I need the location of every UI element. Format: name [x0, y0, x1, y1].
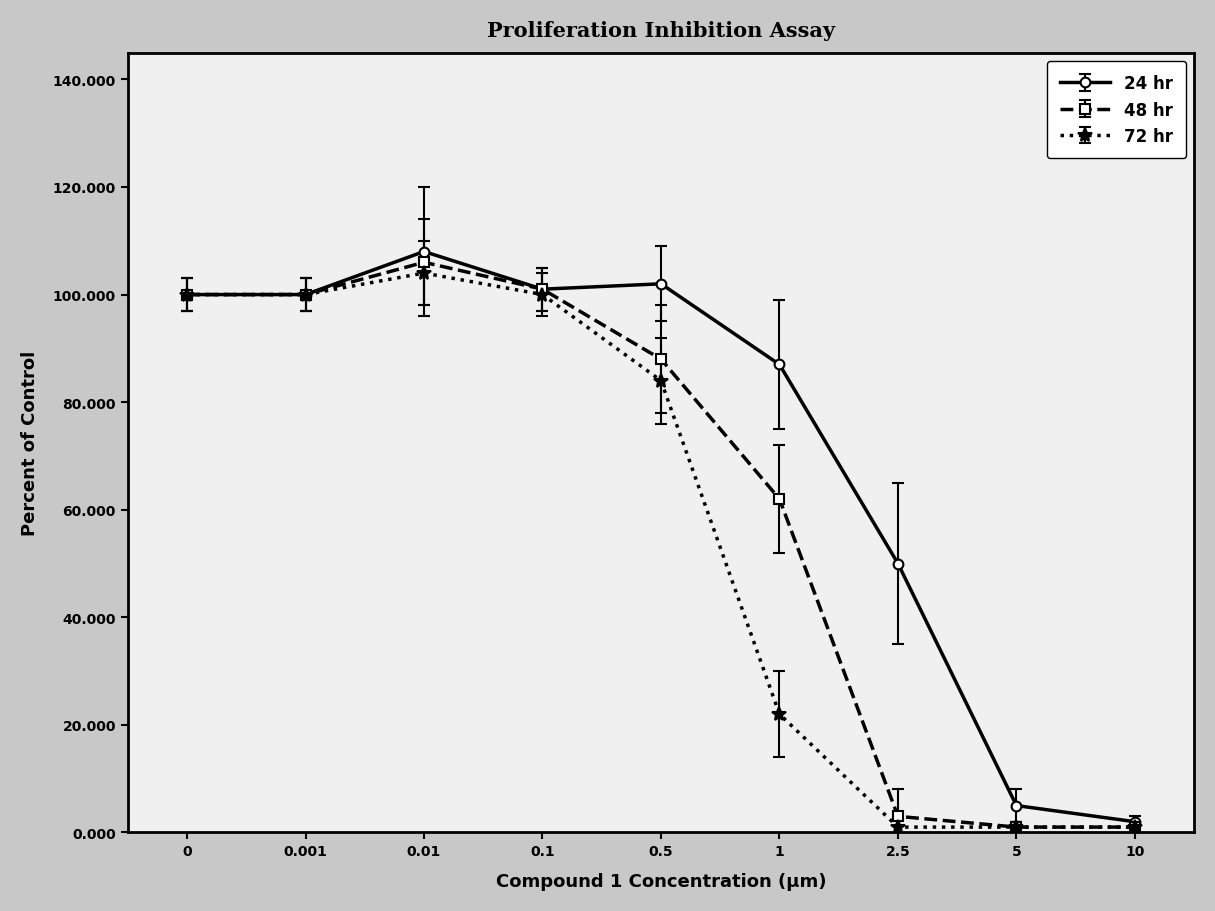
Legend: 24 hr, 48 hr, 72 hr: 24 hr, 48 hr, 72 hr: [1047, 62, 1186, 159]
Title: Proliferation Inhibition Assay: Proliferation Inhibition Assay: [487, 21, 835, 41]
X-axis label: Compound 1 Concentration (μm): Compound 1 Concentration (μm): [496, 872, 826, 890]
Y-axis label: Percent of Control: Percent of Control: [21, 351, 39, 536]
